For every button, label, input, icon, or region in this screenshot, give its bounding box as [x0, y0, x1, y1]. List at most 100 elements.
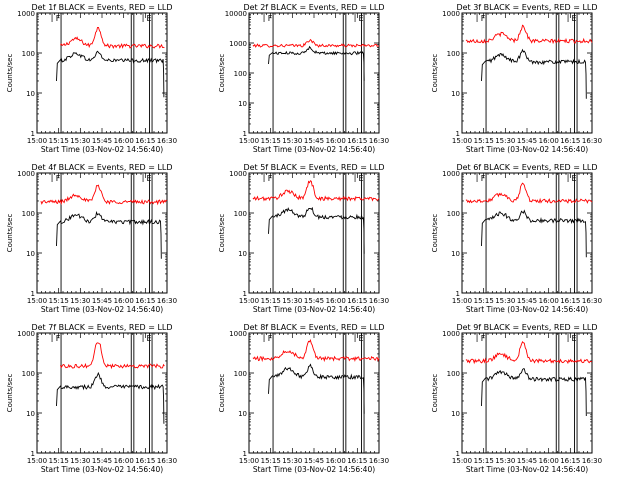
x-tick-label: 16:30	[582, 297, 602, 305]
x-tick-label: 16:00	[539, 457, 559, 465]
series-events-black	[481, 209, 587, 258]
x-axis-label: Start Time (03-Nov-02 14:56:40)	[41, 465, 163, 474]
x-tick-label: 15:30	[70, 457, 90, 465]
x-tick-label: 15:45	[304, 137, 324, 145]
x-tick-label: 15:15	[261, 137, 281, 145]
panel-title: Det 4f BLACK = Events, RED = LLD	[31, 163, 172, 172]
y-tick-label: 10	[26, 250, 35, 258]
x-axis-label: Start Time (03-Nov-02 14:56:40)	[253, 465, 375, 474]
y-axis-label: Counts/sec	[6, 54, 14, 93]
y-axis-label: Counts/sec	[218, 374, 226, 413]
marker-F: F	[56, 14, 61, 23]
x-tick-label: 16:15	[347, 457, 367, 465]
plot-frame	[36, 172, 168, 294]
marker-F: F	[481, 334, 486, 343]
panel-det-5: Det 5f BLACK = Events, RED = LLD 1 10 100 10…	[218, 163, 389, 314]
y-tick-label: 100	[234, 370, 247, 378]
panel-title: Det 7f BLACK = Events, RED = LLD	[31, 323, 172, 332]
panel-det-9: Det 9f BLACK = Events, RED = LLD 1 10 100 10…	[431, 323, 602, 474]
series-lld-red	[40, 184, 168, 206]
x-tick-label: 15:30	[282, 457, 302, 465]
series-lld-red	[252, 180, 380, 202]
y-axis: 1 10 100 1000	[442, 330, 592, 458]
x-tick-label: 16:00	[114, 457, 134, 465]
y-axis-label: Counts/sec	[218, 214, 226, 253]
y-axis-label: Counts/sec	[431, 374, 439, 413]
x-axis: 15:00 15:15 15:30 15:45 16:00 16:15 16:30	[452, 13, 602, 145]
x-tick-label: 16:00	[326, 297, 346, 305]
x-tick-label: 16:00	[326, 137, 346, 145]
y-tick-label: 100	[447, 210, 460, 218]
y-axis: 1 10 100 1000	[17, 10, 167, 138]
plot-frame	[36, 332, 168, 454]
x-axis-label: Start Time (03-Nov-02 14:56:40)	[466, 465, 588, 474]
x-axis: 15:00 15:15 15:30 15:45 16:00 16:15 16:30	[27, 333, 177, 465]
x-axis-label: Start Time (03-Nov-02 14:56:40)	[466, 145, 588, 154]
x-axis: 15:00 15:15 15:30 15:45 16:00 16:15 16:30	[27, 13, 177, 145]
y-axis: 1 10 100 1000 10000	[225, 10, 379, 138]
y-tick-label: 1	[31, 130, 35, 138]
x-tick-label: 15:15	[474, 297, 494, 305]
x-tick-label: 15:45	[517, 137, 537, 145]
x-tick-label: 15:45	[304, 297, 324, 305]
plot-frame	[461, 172, 593, 294]
x-tick-label: 15:15	[49, 297, 69, 305]
x-axis-label: Start Time (03-Nov-02 14:56:40)	[466, 305, 588, 314]
y-tick-label: 100	[22, 50, 35, 58]
marker-F: F	[268, 174, 273, 183]
y-tick-label: 10	[26, 90, 35, 98]
x-axis: 15:00 15:15 15:30 15:45 16:00 16:15 16:30	[452, 173, 602, 305]
x-axis: 15:00 15:15 15:30 15:45 16:00 16:15 16:30	[452, 333, 602, 465]
y-axis-label: Counts/sec	[218, 54, 226, 93]
series-lld-red	[465, 24, 593, 45]
panel-title: Det 1f BLACK = Events, RED = LLD	[31, 3, 172, 12]
y-tick-label: 1	[243, 450, 247, 458]
x-tick-label: 16:15	[347, 137, 367, 145]
x-axis: 15:00 15:15 15:30 15:45 16:00 16:15 16:30	[239, 173, 389, 305]
x-tick-label: 16:30	[582, 457, 602, 465]
x-tick-label: 16:30	[157, 457, 177, 465]
y-tick-label: 1	[456, 290, 460, 298]
x-axis-label: Start Time (03-Nov-02 14:56:40)	[253, 305, 375, 314]
panel-title: Det 6f BLACK = Events, RED = LLD	[456, 163, 597, 172]
x-tick-label: 16:15	[347, 297, 367, 305]
x-tick-label: 16:15	[560, 297, 580, 305]
y-tick-label: 100	[447, 370, 460, 378]
plot-frame	[248, 12, 380, 134]
marker-E: E	[572, 14, 577, 23]
y-axis: 1 10 100 1000	[17, 170, 167, 298]
marker-E: E	[359, 14, 364, 23]
x-tick-label: 16:30	[582, 137, 602, 145]
series-lld-red	[252, 38, 380, 48]
panel-det-4: Det 4f BLACK = Events, RED = LLD 1 10 100 10…	[6, 163, 177, 314]
y-axis-label: Counts/sec	[431, 214, 439, 253]
y-tick-label: 10	[238, 100, 247, 108]
series-events-black	[268, 45, 365, 81]
x-tick-label: 16:30	[369, 297, 389, 305]
y-tick-label: 10000	[225, 10, 247, 18]
marker-F: F	[481, 174, 486, 183]
y-tick-label: 1	[456, 450, 460, 458]
y-tick-label: 1	[243, 290, 247, 298]
x-axis-label: Start Time (03-Nov-02 14:56:40)	[41, 145, 163, 154]
x-axis: 15:00 15:15 15:30 15:45 16:00 16:15 16:30	[27, 173, 177, 305]
panel-title: Det 3f BLACK = Events, RED = LLD	[456, 3, 597, 12]
y-tick-label: 1000	[17, 170, 35, 178]
y-tick-label: 1	[456, 130, 460, 138]
marker-E: E	[147, 14, 152, 23]
x-tick-label: 15:00	[27, 297, 47, 305]
x-tick-label: 15:30	[495, 137, 515, 145]
x-tick-label: 16:00	[326, 457, 346, 465]
x-tick-label: 16:30	[157, 137, 177, 145]
y-tick-label: 1000	[17, 330, 35, 338]
series-events-black	[56, 210, 162, 259]
y-tick-label: 10	[238, 250, 247, 258]
x-tick-label: 15:45	[92, 297, 112, 305]
marker-F: F	[481, 14, 486, 23]
x-tick-label: 16:00	[114, 137, 134, 145]
x-tick-label: 16:00	[539, 137, 559, 145]
x-tick-label: 15:15	[49, 137, 69, 145]
y-tick-label: 1000	[229, 40, 247, 48]
y-tick-label: 1000	[229, 170, 247, 178]
panel-title: Det 5f BLACK = Events, RED = LLD	[243, 163, 384, 172]
